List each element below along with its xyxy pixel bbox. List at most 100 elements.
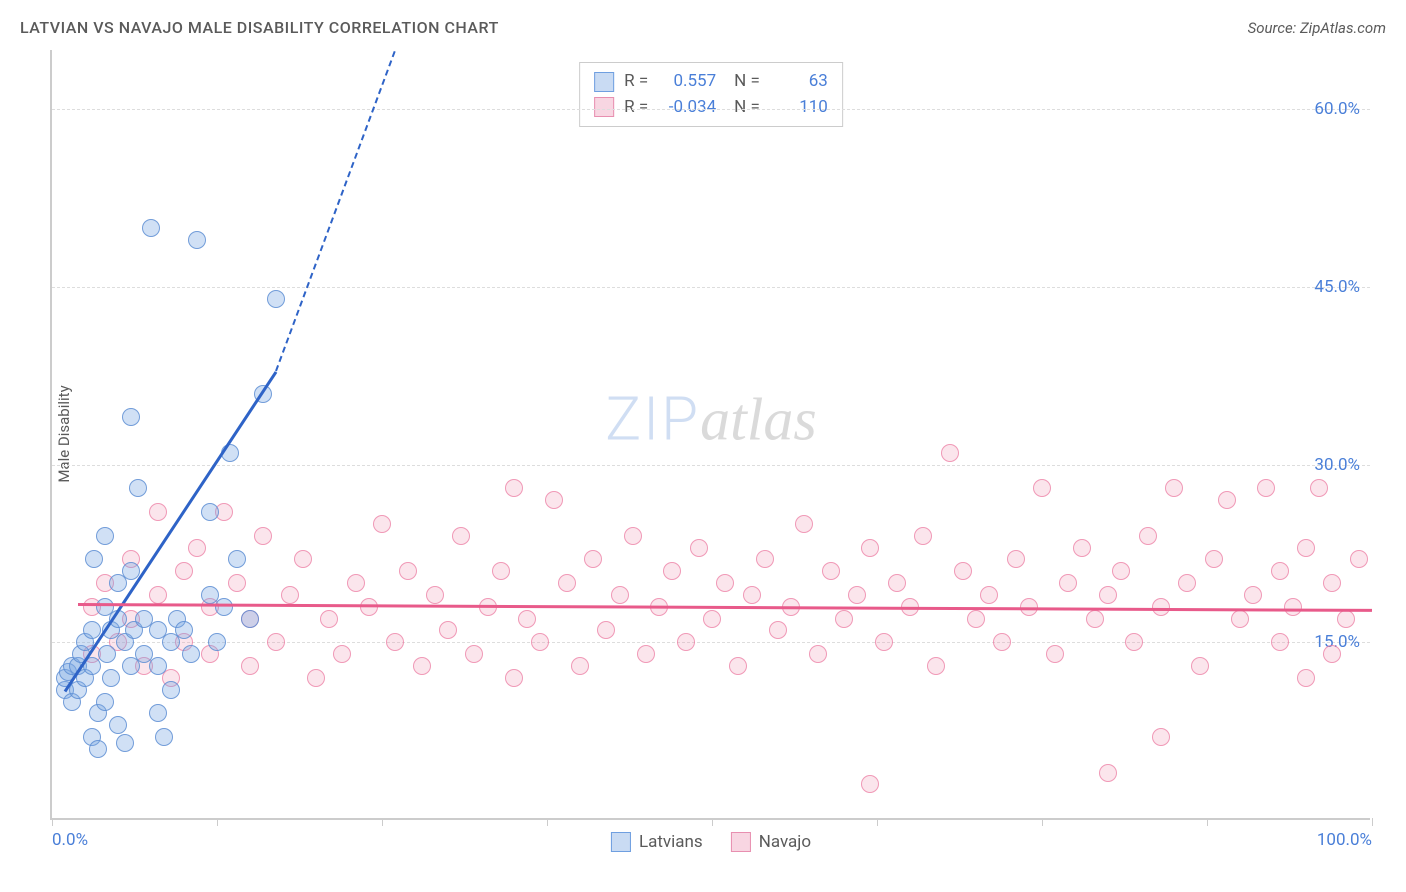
y-axis-label: Male Disability — [55, 385, 73, 482]
data-point — [1297, 539, 1315, 557]
data-point — [795, 515, 813, 533]
data-point — [1284, 598, 1302, 616]
data-point — [228, 574, 246, 592]
watermark-atlas: atlas — [700, 386, 817, 452]
xtick-label: 100.0% — [1317, 830, 1372, 850]
stats-legend: R = 0.557 N = 63 R = -0.034 N = 110 — [579, 62, 843, 127]
legend-label-series2: Navajo — [759, 832, 811, 852]
data-point — [980, 586, 998, 604]
data-point — [888, 574, 906, 592]
data-point — [505, 669, 523, 687]
data-point — [89, 740, 107, 758]
data-point — [241, 610, 259, 628]
data-point — [1007, 550, 1025, 568]
data-point — [149, 503, 167, 521]
data-point — [993, 633, 1011, 651]
data-point — [98, 645, 116, 663]
xtick — [382, 818, 383, 826]
data-point — [465, 645, 483, 663]
data-point — [294, 550, 312, 568]
r-label: R = — [624, 69, 648, 95]
watermark: ZIPatlas — [605, 383, 817, 454]
data-point — [835, 610, 853, 628]
legend-item-series2: Navajo — [731, 832, 811, 852]
r-label: R = — [624, 95, 648, 121]
xtick-label: 0.0% — [52, 830, 88, 850]
data-point — [756, 550, 774, 568]
data-point — [1099, 586, 1117, 604]
swatch-series2 — [731, 832, 751, 852]
data-point — [96, 693, 114, 711]
n-label: N = — [734, 69, 760, 95]
data-point — [426, 586, 444, 604]
data-point — [267, 633, 285, 651]
data-point — [743, 586, 761, 604]
data-point — [399, 562, 417, 580]
data-point — [1086, 610, 1104, 628]
data-point — [188, 539, 206, 557]
xtick — [1372, 818, 1373, 826]
xtick — [547, 818, 548, 826]
data-point — [1297, 669, 1315, 687]
plot-area: Male Disability ZIPatlas R = 0.557 N = 6… — [50, 50, 1370, 820]
data-point — [373, 515, 391, 533]
data-point — [281, 586, 299, 604]
data-point — [1257, 479, 1275, 497]
data-point — [861, 775, 879, 793]
data-point — [531, 633, 549, 651]
data-point — [188, 231, 206, 249]
ytick-label: 60.0% — [1314, 99, 1360, 119]
data-point — [690, 539, 708, 557]
data-point — [182, 645, 200, 663]
data-point — [1271, 633, 1289, 651]
data-point — [663, 562, 681, 580]
data-point — [1205, 550, 1223, 568]
xtick — [712, 818, 713, 826]
gridline-h — [52, 465, 1370, 466]
data-point — [1152, 728, 1170, 746]
data-point — [967, 610, 985, 628]
gridline-h — [52, 109, 1370, 110]
data-point — [1112, 562, 1130, 580]
data-point — [1165, 479, 1183, 497]
data-point — [1139, 527, 1157, 545]
n-label: N = — [734, 95, 760, 121]
data-point — [122, 408, 140, 426]
data-point — [1323, 574, 1341, 592]
data-point — [875, 633, 893, 651]
chart-source: Source: ZipAtlas.com — [1248, 19, 1386, 37]
data-point — [848, 586, 866, 604]
data-point — [954, 562, 972, 580]
data-point — [545, 491, 563, 509]
data-point — [162, 681, 180, 699]
swatch-series1 — [611, 832, 631, 852]
data-point — [941, 444, 959, 462]
data-point — [1271, 562, 1289, 580]
data-point — [1244, 586, 1262, 604]
r-value-series1: 0.557 — [658, 69, 716, 95]
data-point — [518, 610, 536, 628]
data-point — [1310, 479, 1328, 497]
data-point — [624, 527, 642, 545]
data-point — [386, 633, 404, 651]
data-point — [1033, 479, 1051, 497]
data-point — [716, 574, 734, 592]
data-point — [558, 574, 576, 592]
data-point — [1323, 645, 1341, 663]
r-value-series2: -0.034 — [658, 95, 716, 121]
watermark-zip: ZIP — [605, 383, 700, 454]
data-point — [1059, 574, 1077, 592]
gridline-h — [52, 287, 1370, 288]
data-point — [611, 586, 629, 604]
data-point — [703, 610, 721, 628]
data-point — [96, 527, 114, 545]
data-point — [149, 657, 167, 675]
data-point — [1099, 764, 1117, 782]
data-point — [267, 290, 285, 308]
xtick — [1207, 818, 1208, 826]
data-point — [142, 219, 160, 237]
data-point — [637, 645, 655, 663]
legend-label-series1: Latvians — [639, 832, 703, 852]
data-point — [215, 598, 233, 616]
data-point — [861, 539, 879, 557]
